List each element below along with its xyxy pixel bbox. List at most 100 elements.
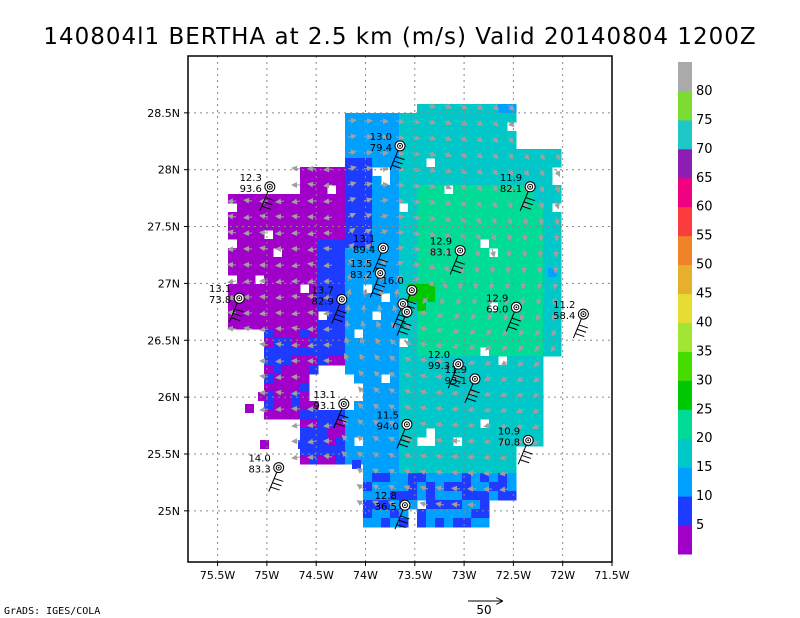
wind-speed-cell — [246, 266, 256, 276]
wind-speed-cell — [453, 365, 463, 375]
wind-speed-cell — [390, 203, 400, 213]
wind-vector — [372, 500, 381, 507]
wind-speed-cell — [381, 473, 391, 483]
wind-speed-cell — [462, 194, 472, 204]
wind-speed-cell — [327, 455, 337, 465]
wind-speed-cell — [282, 356, 292, 366]
wind-speed-cell — [372, 356, 382, 366]
wind-vector — [395, 261, 405, 267]
dropsonde: 12.969.0 — [486, 293, 522, 332]
wind-speed-cell — [444, 365, 454, 375]
wind-speed-cell — [336, 446, 346, 456]
wind-vector — [443, 248, 451, 255]
wind-speed-cell — [507, 473, 517, 483]
wind-speed-cell — [300, 338, 310, 348]
wind-speed-cell — [543, 284, 553, 294]
wind-vector — [427, 280, 436, 287]
wind-vector — [344, 320, 351, 330]
dropsonde: 11.258.4 — [553, 300, 589, 339]
wind-speed-cell — [309, 176, 319, 186]
wind-speed-cell — [381, 383, 391, 393]
wind-speed-cell — [309, 410, 319, 420]
wind-speed-cell — [372, 518, 382, 528]
wind-barb-flag — [398, 443, 408, 448]
wind-speed-cell — [426, 140, 436, 150]
wind-speed-cell — [426, 491, 436, 501]
wind-speed-cell — [345, 329, 355, 339]
wind-speed-cell — [381, 482, 391, 492]
wind-vector — [243, 230, 253, 237]
wind-speed-cell — [390, 428, 400, 438]
wind-vector — [456, 296, 462, 306]
dropsonde-ring-inner — [397, 142, 403, 149]
wind-vector — [535, 328, 541, 337]
wind-vector — [520, 280, 527, 290]
wind-speed-cell — [534, 293, 544, 303]
wind-speed-cell — [237, 203, 247, 213]
wind-speed-cell — [525, 176, 535, 186]
wind-speed-cell — [354, 401, 364, 411]
wind-vector — [362, 273, 369, 282]
wind-speed-cell — [354, 311, 364, 321]
wind-speed-cell — [336, 230, 346, 240]
x-tick-label: 73.5W — [397, 569, 432, 582]
wind-vector — [388, 436, 397, 443]
wind-speed-cell — [309, 401, 319, 411]
wind-barb-flag — [375, 283, 385, 288]
wind-speed-cell — [552, 212, 562, 222]
wind-speed-cell — [381, 347, 391, 357]
wind-speed-cell — [444, 194, 454, 204]
wind-speed-cell — [498, 212, 508, 222]
wind-vector — [499, 422, 509, 429]
wind-speed-cell — [372, 473, 382, 483]
wind-vector — [379, 197, 389, 204]
grads-credit: GrADS: IGES/COLA — [4, 606, 100, 617]
reference-vector-label: 50 — [476, 603, 491, 617]
wind-speed-cell — [471, 113, 481, 123]
wind-speed-cell — [525, 230, 535, 240]
wind-speed-cell — [516, 428, 526, 438]
wind-speed-cell — [336, 419, 346, 429]
wind-barb-flag — [451, 378, 462, 383]
wind-vector — [347, 243, 355, 250]
dropsonde-dot — [527, 439, 530, 442]
colorbar-swatch — [678, 206, 692, 237]
wind-speed-cell — [282, 203, 292, 213]
wind-speed-cell — [507, 311, 517, 321]
wind-speed-cell — [309, 329, 319, 339]
wind-speed-cell — [309, 293, 319, 303]
wind-vector — [484, 344, 493, 351]
wind-speed-cell — [417, 392, 427, 402]
wind-speed-cell — [264, 239, 274, 249]
wind-speed-cell — [372, 221, 382, 231]
wind-speed-cell — [255, 266, 265, 276]
wind-speed-cell — [498, 194, 508, 204]
wind-vector — [395, 134, 405, 141]
colorbar-label: 30 — [696, 373, 713, 388]
wind-speed-cell — [444, 293, 454, 303]
wind-speed-cell — [525, 248, 535, 258]
wind-speed-cell — [273, 338, 283, 348]
wind-speed-cell — [489, 428, 499, 438]
wind-speed-cell — [489, 158, 499, 168]
wind-vector — [522, 216, 528, 226]
wind-speed-cell — [390, 248, 400, 258]
wind-speed-cell — [534, 356, 544, 366]
wind-vector — [243, 197, 253, 204]
colorbar-label: 70 — [696, 142, 713, 157]
wind-speed-cell — [390, 275, 400, 285]
wind-speed-cell — [309, 311, 319, 321]
wind-speed-cell — [534, 221, 544, 231]
wind-speed-cell — [372, 230, 382, 240]
wind-speed-cell — [381, 455, 391, 465]
wind-vector — [387, 501, 397, 507]
wind-speed-cell — [489, 266, 499, 276]
wind-speed-cell — [399, 401, 409, 411]
wind-speed-cell — [498, 293, 508, 303]
wind-speed-cell — [354, 203, 364, 213]
dropsonde-dot — [406, 423, 408, 426]
wind-speed-cell — [345, 203, 355, 213]
wind-vector — [504, 280, 511, 290]
wind-speed-cell — [381, 221, 391, 231]
wind-speed-cell — [363, 221, 373, 231]
